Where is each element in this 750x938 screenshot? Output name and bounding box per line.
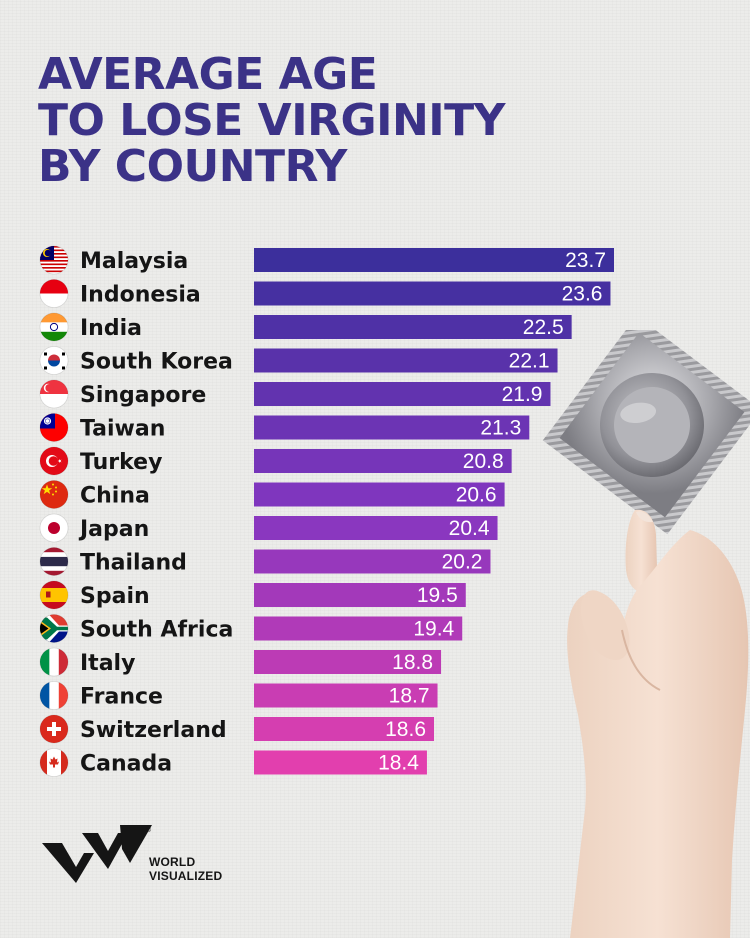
- title-line-3: BY COUNTRY: [38, 141, 347, 192]
- france-flag-icon: [39, 681, 69, 710]
- bars-group: 23.7 23.6 22.5 22.1 21.9 21.3 20.8 20.6 20.4 20.2…: [254, 248, 614, 775]
- hand: [567, 509, 749, 938]
- bar-japan: [254, 516, 498, 540]
- category-label: Turkey: [80, 450, 162, 475]
- value-label: 18.7: [389, 685, 430, 708]
- bar-switzerland: [254, 717, 434, 741]
- category-label: Japan: [78, 517, 149, 542]
- japan-flag-icon: [39, 513, 69, 543]
- category-label: Malaysia: [80, 249, 188, 274]
- canada-flag-icon: [39, 748, 69, 777]
- value-label: 20.6: [456, 484, 497, 507]
- category-label: Singapore: [80, 383, 206, 408]
- flags-group: [39, 245, 69, 777]
- category-label: Canada: [80, 752, 172, 777]
- indonesia-flag-icon: [39, 279, 69, 308]
- bar-china: [254, 482, 505, 507]
- wv-logo-icon: ®: [42, 825, 152, 883]
- bar-turkey: [254, 449, 512, 473]
- category-labels-group: Malaysia Indonesia India South Korea Singapo…: [78, 249, 233, 777]
- switzerland-flag-icon: [39, 714, 69, 744]
- bar-taiwan: [254, 415, 530, 440]
- bar-france: [254, 683, 438, 708]
- category-label: France: [80, 685, 163, 710]
- world-visualized-logo: ® WORLD VISUALIZED: [42, 823, 232, 883]
- value-label: 18.8: [392, 651, 433, 674]
- value-label: 19.4: [413, 618, 454, 641]
- bar-india: [254, 315, 572, 339]
- category-label: Spain: [80, 584, 150, 609]
- value-label: 20.8: [463, 450, 504, 473]
- category-label: Thailand: [80, 551, 187, 576]
- bar-italy: [254, 650, 442, 674]
- india-flag-icon: [39, 312, 69, 342]
- category-label: Indonesia: [80, 283, 201, 308]
- category-label: South Korea: [80, 350, 233, 375]
- bar-south-africa: [254, 616, 463, 641]
- registered-mark: ®: [146, 826, 152, 834]
- category-label: Switzerland: [80, 718, 227, 743]
- logo-line-visualized: VISUALIZED: [149, 869, 223, 883]
- singapore-flag-icon: [39, 379, 69, 409]
- category-label: China: [80, 484, 150, 509]
- value-label: 21.3: [480, 417, 521, 440]
- value-label: 19.5: [417, 584, 458, 607]
- category-label: Taiwan: [80, 417, 165, 442]
- value-label: 20.2: [442, 551, 483, 574]
- title-line-2: TO LOSE VIRGINITY: [38, 95, 506, 146]
- value-label: 22.1: [509, 350, 550, 373]
- category-label: South Africa: [80, 618, 233, 643]
- spain-flag-icon: [39, 580, 69, 610]
- taiwan-flag-icon: [39, 413, 69, 442]
- hand-holding-condom-illustration: [542, 330, 750, 938]
- value-label: 20.4: [449, 517, 490, 540]
- condom-packet: [542, 330, 750, 535]
- value-label: 23.7: [565, 249, 606, 272]
- bar-south-korea: [254, 348, 558, 373]
- thailand-flag-icon: [39, 547, 69, 576]
- value-label: 23.6: [562, 283, 603, 306]
- turkey-flag-icon: [39, 446, 69, 476]
- bar-malaysia: [254, 248, 614, 272]
- malaysia-flag-icon: [39, 245, 69, 275]
- logo-line-world: WORLD: [149, 855, 196, 869]
- bar-thailand: [254, 549, 491, 574]
- value-label: 21.9: [502, 383, 543, 406]
- value-label: 18.6: [385, 718, 426, 741]
- bar-indonesia: [254, 281, 611, 306]
- china-flag-icon: [39, 480, 69, 509]
- south-korea-flag-icon: [39, 346, 69, 375]
- category-label: Italy: [80, 651, 135, 676]
- bar-canada: [254, 750, 427, 775]
- south-africa-flag-icon: [39, 614, 69, 643]
- chart-title: AVERAGE AGE TO LOSE VIRGINITY BY COUNTRY: [38, 49, 506, 192]
- title-line-1: AVERAGE AGE: [38, 49, 378, 100]
- value-label: 18.4: [378, 752, 419, 775]
- italy-flag-icon: [39, 647, 69, 677]
- bar-singapore: [254, 382, 551, 406]
- bar-spain: [254, 583, 466, 607]
- category-label: India: [80, 316, 142, 341]
- value-label: 22.5: [523, 316, 564, 339]
